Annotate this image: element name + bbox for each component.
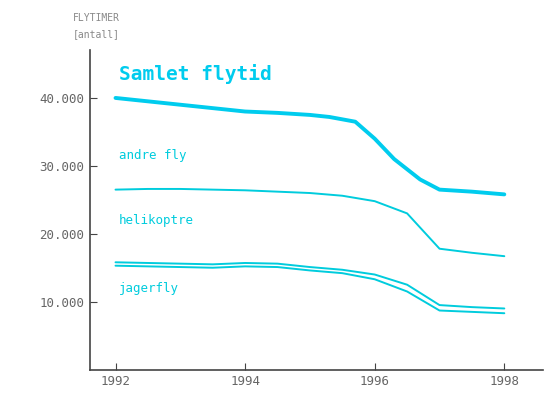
Text: jagerfly: jagerfly	[119, 281, 179, 294]
Text: FLYTIMER: FLYTIMER	[73, 13, 120, 23]
Text: andre fly: andre fly	[119, 149, 186, 162]
Text: [antall]: [antall]	[73, 29, 120, 39]
Text: Samlet flytid: Samlet flytid	[119, 64, 272, 84]
Text: helikoptre: helikoptre	[119, 214, 194, 227]
